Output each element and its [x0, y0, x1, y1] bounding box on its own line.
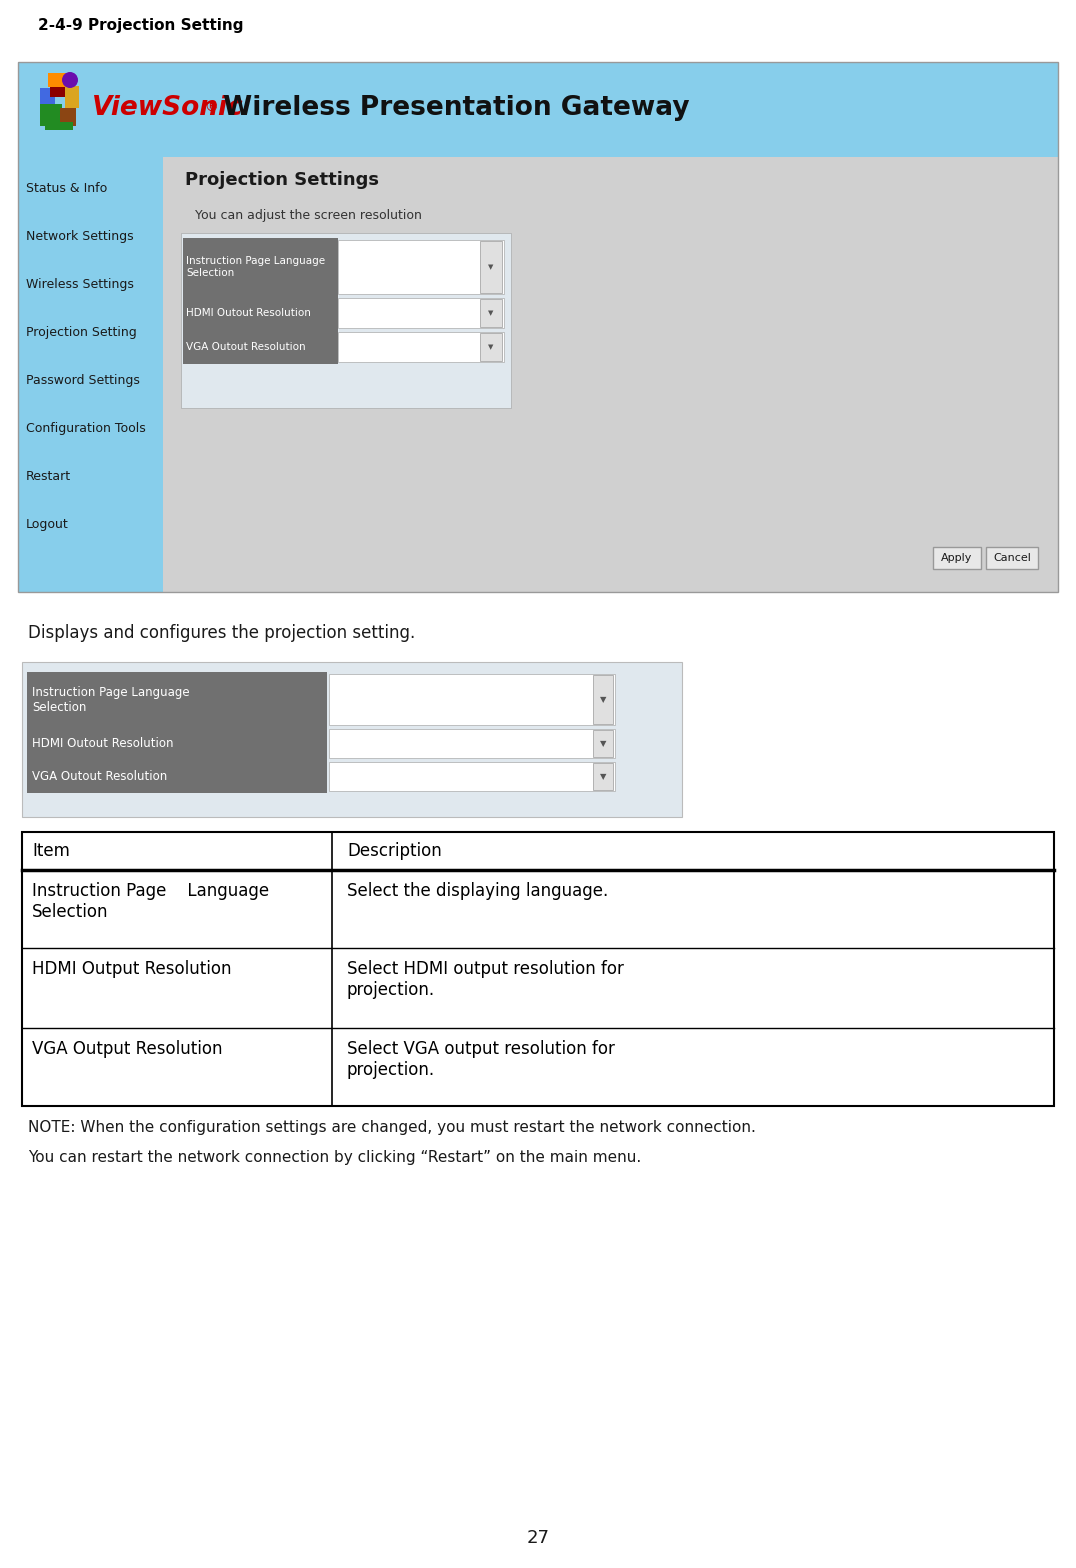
Bar: [181, 234, 511, 408]
Bar: [329, 674, 615, 724]
Bar: [933, 547, 981, 569]
Text: Item: Item: [32, 842, 70, 859]
Bar: [593, 764, 613, 790]
Bar: [183, 329, 338, 364]
Bar: [162, 157, 1058, 593]
Bar: [18, 63, 1058, 593]
Text: ▼: ▼: [599, 695, 606, 704]
Text: ▼: ▼: [599, 739, 606, 748]
Bar: [183, 296, 338, 329]
Bar: [593, 674, 613, 724]
Text: VGA Outout Resolution: VGA Outout Resolution: [186, 342, 306, 351]
Bar: [480, 299, 502, 328]
Text: Apply: Apply: [942, 554, 973, 563]
Text: Instruction Page Language
Selection: Instruction Page Language Selection: [186, 256, 325, 278]
Text: HDMI Output Resolution: HDMI Output Resolution: [32, 960, 231, 978]
Text: Projection Settings: Projection Settings: [185, 171, 379, 190]
Bar: [18, 63, 1058, 157]
Text: Select the displaying language.: Select the displaying language.: [346, 883, 608, 900]
Text: Description: Description: [346, 842, 442, 859]
Bar: [22, 662, 682, 817]
Bar: [40, 103, 62, 125]
Text: Cancel: Cancel: [993, 554, 1031, 563]
Bar: [27, 673, 327, 728]
Text: Configuration Tools: Configuration Tools: [26, 422, 145, 434]
Bar: [480, 241, 502, 293]
Bar: [60, 108, 76, 125]
Text: HDMI Outout Resolution: HDMI Outout Resolution: [186, 307, 311, 318]
Bar: [183, 238, 338, 296]
Text: ▼: ▼: [489, 310, 494, 317]
Bar: [65, 86, 79, 108]
Bar: [338, 298, 504, 328]
Text: HDMI Outout Resolution: HDMI Outout Resolution: [32, 737, 173, 750]
Bar: [986, 547, 1038, 569]
Text: Status & Info: Status & Info: [26, 182, 108, 194]
Bar: [45, 122, 73, 130]
Text: ▼: ▼: [599, 771, 606, 781]
Bar: [329, 762, 615, 790]
Text: 27: 27: [526, 1529, 550, 1548]
Bar: [27, 760, 327, 793]
Bar: [48, 74, 73, 86]
Text: Instruction Page    Language
Selection: Instruction Page Language Selection: [32, 883, 269, 920]
Text: Wireless Presentation Gateway: Wireless Presentation Gateway: [214, 96, 690, 121]
Text: Instruction Page Language
Selection: Instruction Page Language Selection: [32, 685, 189, 713]
Text: You can restart the network connection by clicking “Restart” on the main menu.: You can restart the network connection b…: [28, 1149, 641, 1165]
Text: NOTE: When the configuration settings are changed, you must restart the network : NOTE: When the configuration settings ar…: [28, 1120, 755, 1135]
Text: Select HDMI output resolution for
projection.: Select HDMI output resolution for projec…: [346, 960, 624, 999]
Text: You can adjust the screen resolution: You can adjust the screen resolution: [195, 209, 422, 223]
Bar: [40, 88, 55, 116]
Text: ®: ®: [204, 100, 217, 114]
Bar: [338, 240, 504, 295]
Bar: [593, 731, 613, 757]
Text: ViewSonic: ViewSonic: [93, 96, 243, 121]
Text: ▼: ▼: [489, 343, 494, 350]
Text: 2-4-9 Projection Setting: 2-4-9 Projection Setting: [38, 17, 243, 33]
Bar: [480, 332, 502, 361]
Text: Logout: Logout: [26, 517, 69, 532]
Bar: [22, 833, 1054, 1105]
Text: Select VGA output resolution for
projection.: Select VGA output resolution for project…: [346, 1040, 614, 1079]
Text: ▼: ▼: [489, 263, 494, 270]
Text: Network Settings: Network Settings: [26, 230, 133, 243]
Text: VGA Output Resolution: VGA Output Resolution: [32, 1040, 223, 1058]
Text: VGA Outout Resolution: VGA Outout Resolution: [32, 770, 167, 782]
Bar: [49, 75, 70, 97]
Text: Restart: Restart: [26, 470, 71, 483]
Bar: [18, 157, 162, 593]
Circle shape: [62, 72, 77, 88]
Bar: [329, 729, 615, 757]
Text: Projection Setting: Projection Setting: [26, 326, 137, 339]
Text: Displays and configures the projection setting.: Displays and configures the projection s…: [28, 624, 415, 641]
Text: Wireless Settings: Wireless Settings: [26, 278, 133, 292]
Bar: [338, 332, 504, 362]
Text: Password Settings: Password Settings: [26, 375, 140, 387]
Bar: [27, 728, 327, 760]
